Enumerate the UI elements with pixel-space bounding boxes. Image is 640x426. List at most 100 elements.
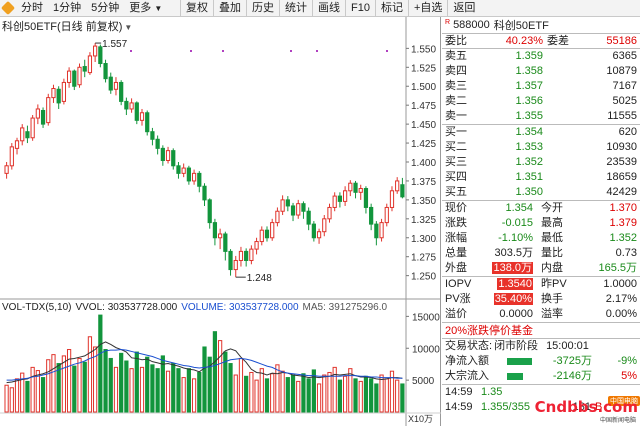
trade-status-label: 交易状态: xyxy=(445,340,493,352)
tab-intraday[interactable]: 分时 xyxy=(21,1,43,14)
ask-row: 卖一 1.355 11555 xyxy=(442,109,640,124)
volume-bar xyxy=(228,363,233,413)
ask-row-volume: 5025 xyxy=(612,95,637,107)
candle-body xyxy=(270,222,275,239)
candle-body xyxy=(129,102,134,110)
candle-body xyxy=(337,195,343,202)
flow-value: -3725万 xyxy=(552,355,592,367)
volume-unit-label: X10万 xyxy=(408,414,433,424)
tab-1min[interactable]: 1分钟 xyxy=(53,1,82,14)
price-tick-label: 1.400 xyxy=(411,158,436,169)
volume-legend: VOL-TDX(5,10) VVOL: 303537728.000 VOLUME… xyxy=(2,302,387,313)
candle-body xyxy=(139,112,145,121)
volume-bar xyxy=(40,377,46,413)
tick-price: 1.355/355 xyxy=(481,401,530,413)
volume-bar xyxy=(77,357,82,413)
more-menu[interactable]: 更多 ▼ xyxy=(124,0,167,17)
candle-body xyxy=(249,248,254,261)
tick-list[interactable]: 14:59 1.35 14:59 1.355/355 131 B xyxy=(442,385,640,415)
iopv-label-2: 换手 xyxy=(541,293,563,305)
volume-bar xyxy=(238,357,244,413)
f10-button[interactable]: F10 xyxy=(345,0,375,17)
adjust-button[interactable]: 复权 xyxy=(180,0,213,17)
draw-line-button[interactable]: 画线 xyxy=(312,0,345,17)
bid-row-label: 买一 xyxy=(445,126,467,138)
flow-label: 大宗流入 xyxy=(445,370,489,382)
price-volume-chart[interactable]: 1.550 1.525 1.500 1.475 1.450 1.425 1.400 1.375… xyxy=(0,17,441,426)
candle-body xyxy=(212,222,218,239)
volume-bar xyxy=(275,364,280,413)
stats-button[interactable]: 统计 xyxy=(279,0,312,17)
candle-body xyxy=(259,229,264,243)
tick-row[interactable]: 14:59 1.355/355 131 B xyxy=(442,400,640,415)
bid-row-volume: 23539 xyxy=(606,156,637,168)
price-tick-label: 1.500 xyxy=(411,82,436,93)
stat-value: 303.5万 xyxy=(494,247,533,259)
stat-label-2: 内盘 xyxy=(541,262,563,274)
tick-row[interactable]: 14:59 1.35 xyxy=(442,385,640,400)
volume-bar xyxy=(301,373,306,413)
weibi-value: 40.23% xyxy=(505,35,543,47)
volume-bar xyxy=(337,379,343,413)
ask-row-price: 1.357 xyxy=(515,80,543,92)
volume-bar xyxy=(165,370,171,413)
price-tick-label: 1.550 xyxy=(411,44,436,55)
chart-title[interactable]: 科创50ETF(日线 前复权) ▼ xyxy=(2,18,132,34)
volume-bar xyxy=(103,349,108,413)
volume-bar xyxy=(223,351,228,413)
candle-body xyxy=(35,108,40,119)
add-watchlist-button[interactable]: +自选 xyxy=(407,0,447,17)
tab-5min[interactable]: 5分钟 xyxy=(91,1,120,14)
iopv-value: 1.3540 xyxy=(497,278,533,290)
tick-time: 14:59 xyxy=(445,386,473,398)
tick-time: 14:59 xyxy=(445,401,473,413)
volume-bar xyxy=(35,370,40,413)
bid-row-volume: 18659 xyxy=(606,171,637,183)
candle-body xyxy=(197,172,202,187)
volume-tick-label: 10000 xyxy=(412,344,440,355)
volume-bar xyxy=(280,370,285,413)
candle-body xyxy=(176,165,181,174)
price-tick-label: 1.350 xyxy=(411,196,436,207)
history-button[interactable]: 历史 xyxy=(246,0,279,17)
weibi-row: 委比 40.23% 委差 55186 xyxy=(442,34,640,49)
volume-bar xyxy=(296,380,301,413)
bid-row-label: 买三 xyxy=(445,156,467,168)
ask-row-label: 卖二 xyxy=(445,95,467,107)
ask-row-label: 卖一 xyxy=(445,110,467,122)
flow-row: 净流入额 -3725万 -9% xyxy=(442,354,640,369)
volume-bar xyxy=(46,359,51,413)
kline-chart-pane[interactable]: 科创50ETF(日线 前复权) ▼ 1.550 1.525 1.500 1.475 1.4… xyxy=(0,17,441,426)
candle-body xyxy=(296,203,301,216)
bid-row-price: 1.351 xyxy=(515,171,543,183)
volume-bar xyxy=(51,354,56,413)
stat-row: 涨跌 -0.015 最高 1.379 xyxy=(442,216,640,231)
candle-body xyxy=(40,109,46,125)
candle-body xyxy=(316,231,322,239)
candle-body xyxy=(275,210,280,224)
candle-body xyxy=(322,218,327,233)
volume-bar xyxy=(379,374,384,413)
iopv-label: IOPV xyxy=(445,278,472,290)
overlay-button[interactable]: 叠加 xyxy=(213,0,246,17)
candle-body xyxy=(238,250,244,261)
flow-bar-track xyxy=(507,369,552,384)
iopv-value-2: 0.00% xyxy=(605,308,637,320)
candle-body xyxy=(311,223,316,239)
volume-bar xyxy=(139,366,145,413)
mark-button[interactable]: 标记 xyxy=(374,0,408,17)
volume-bar xyxy=(134,351,139,413)
candle-body xyxy=(374,223,379,239)
iopv-value-2: 1.0000 xyxy=(603,278,637,290)
candle-body xyxy=(113,81,119,90)
ask-book: 卖五 1.359 6365 卖四 1.358 10879 卖三 1.357 7167 卖二 1.35… xyxy=(442,49,640,125)
volume-bar xyxy=(82,361,87,413)
back-button[interactable]: 返回 xyxy=(447,0,480,17)
volume-bar xyxy=(270,373,275,413)
vol-indicator-name[interactable]: VOL-TDX(5,10) xyxy=(2,302,72,313)
price-tick-label: 1.425 xyxy=(411,139,436,150)
volume-bar xyxy=(218,340,223,413)
candle-body xyxy=(358,188,363,193)
candle-body xyxy=(254,241,259,250)
candle-body xyxy=(160,147,165,161)
